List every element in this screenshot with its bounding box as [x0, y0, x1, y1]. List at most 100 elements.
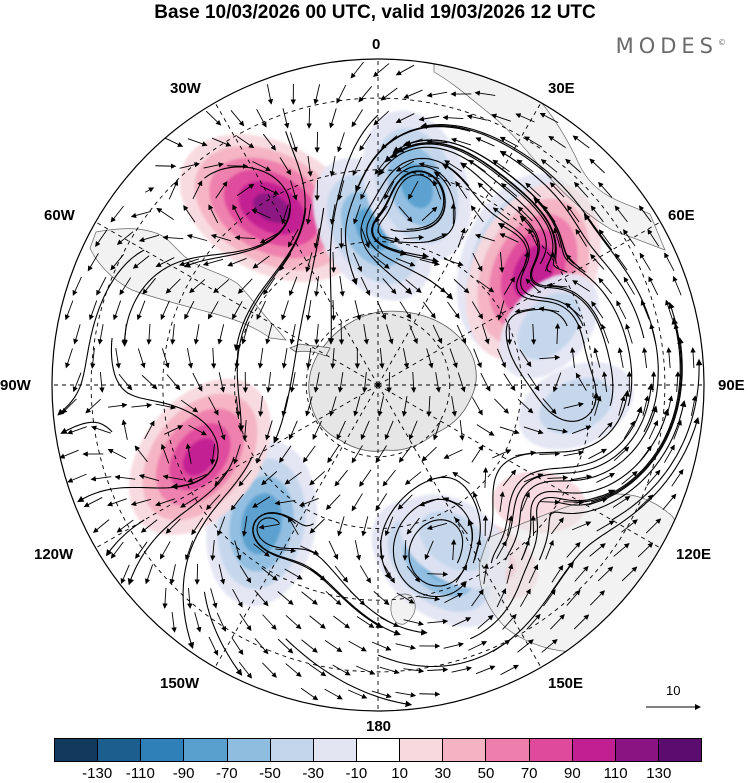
wind-vector-arrow: [312, 420, 322, 440]
wind-vector-arrow: [252, 255, 270, 269]
wind-vector-arrow: [492, 207, 510, 221]
longitude-label-60e: 60E: [668, 207, 695, 224]
wind-vector-arrow: [354, 540, 362, 561]
antarctic-peninsula: [289, 343, 331, 357]
wind-vector-arrow: [288, 276, 298, 297]
streamline: [121, 207, 291, 347]
meridian-line: [377, 384, 542, 668]
wind-vector-arrow: [399, 301, 412, 320]
wind-vector-arrow: [216, 516, 226, 537]
streamline: [519, 215, 614, 406]
wind-vector-arrow: [553, 227, 561, 248]
colorbar-tick-label: -10: [345, 765, 368, 782]
wind-vector-arrow: [546, 282, 568, 289]
wind-vector-arrow: [309, 615, 326, 629]
wind-vector-arrow: [398, 206, 413, 223]
wind-vector-arrow: [337, 180, 345, 201]
wind-vector-arrow: [468, 641, 488, 651]
wind-vector-arrow: [617, 347, 624, 368]
wind-vector-arrow: [347, 689, 368, 699]
wind-vector-arrow: [549, 182, 565, 198]
wind-vector-arrow: [279, 157, 292, 176]
wind-vector-arrow: [262, 662, 277, 678]
wind-vector-arrow: [444, 160, 463, 172]
wind-vector-arrow: [314, 179, 320, 201]
wind-vector-arrow: [193, 324, 200, 345]
wind-vector-arrow: [329, 396, 337, 417]
wind-vector-arrow: [426, 138, 448, 145]
wind-vector-arrow: [202, 258, 224, 267]
wind-vector-arrow: [449, 348, 458, 369]
streamline: [505, 383, 655, 542]
wind-vector-arrow: [239, 565, 252, 584]
wind-vector-arrow: [481, 324, 490, 345]
wind-vector-arrow: [210, 588, 218, 609]
map-boundary: [51, 58, 705, 712]
streamline: [611, 358, 703, 521]
wind-vector-arrow: [663, 444, 675, 463]
wind-vector-arrow: [483, 563, 489, 584]
wind-vector-arrow: [502, 613, 517, 630]
wind-vector-arrow: [336, 84, 347, 104]
colorbar-swatch: [658, 739, 702, 761]
wind-vector-arrow: [613, 446, 630, 462]
streamline: [504, 405, 658, 561]
colorbar-swatch: [227, 739, 271, 761]
meridian-line: [95, 221, 379, 386]
wind-vector-arrow: [551, 564, 564, 583]
brand-name: MODES: [615, 34, 718, 58]
wind-vector-arrow: [116, 519, 134, 533]
wind-vector-arrow: [299, 497, 319, 507]
wind-vector-arrow: [433, 420, 441, 441]
wind-vector-arrow: [144, 564, 154, 585]
streamline: [355, 125, 552, 193]
wind-vector-arrow: [352, 156, 362, 176]
anomaly-contour-fill: [253, 193, 291, 223]
wind-vector-arrow: [265, 372, 272, 393]
streamline: [182, 456, 253, 650]
wind-vector-arrow: [593, 347, 601, 368]
wind-vector-arrow: [284, 568, 303, 580]
wind-vector-arrow: [145, 187, 155, 193]
streamline: [327, 114, 379, 345]
streamline: [392, 498, 474, 598]
wind-vector-arrow: [590, 205, 604, 223]
wind-vector-arrow: [314, 324, 320, 345]
latitude-circle: [162, 169, 594, 601]
streamline: [396, 142, 568, 273]
wind-vector-arrow: [426, 395, 432, 417]
streamline: [203, 591, 243, 676]
wind-vector-arrow: [214, 469, 229, 487]
colorbar-tick-label: 90: [564, 765, 581, 782]
wind-vector-arrow: [361, 516, 369, 537]
wind-vector-arrow: [279, 253, 292, 272]
wind-vector-arrow: [496, 540, 507, 559]
wind-vector-arrow: [359, 133, 372, 152]
streamline: [505, 308, 600, 422]
wind-vector-arrow: [353, 204, 361, 225]
wind-vector-arrow: [217, 324, 225, 345]
wind-vector-arrow: [115, 348, 121, 369]
wind-vector-arrow: [588, 448, 607, 460]
wind-vector-arrow: [168, 180, 179, 200]
wind-vector-arrow: [527, 373, 540, 392]
streamline: [57, 249, 145, 416]
wind-vector-arrow: [471, 301, 483, 320]
wind-vector-arrow: [232, 204, 243, 224]
wind-vector-arrow: [265, 324, 273, 345]
wind-vector-arrow: [275, 547, 297, 554]
wind-vector-arrow: [671, 468, 684, 487]
wind-vector-arrow: [452, 471, 470, 484]
wind-vector-arrow: [472, 252, 483, 272]
colorbar-swatch: [184, 739, 228, 761]
wind-vector-arrow: [285, 663, 302, 678]
wind-vector-arrow: [497, 348, 506, 369]
wind-vector-arrow: [550, 517, 564, 535]
wind-vector-arrow: [410, 371, 417, 393]
wind-vector-arrow: [623, 229, 636, 247]
wind-vector-arrow: [382, 469, 396, 487]
wind-vector-arrow: [572, 280, 590, 292]
wind-vector-arrow: [524, 136, 543, 148]
longitude-label-90w: 90W: [0, 377, 31, 394]
wind-vector-arrow: [72, 372, 82, 393]
